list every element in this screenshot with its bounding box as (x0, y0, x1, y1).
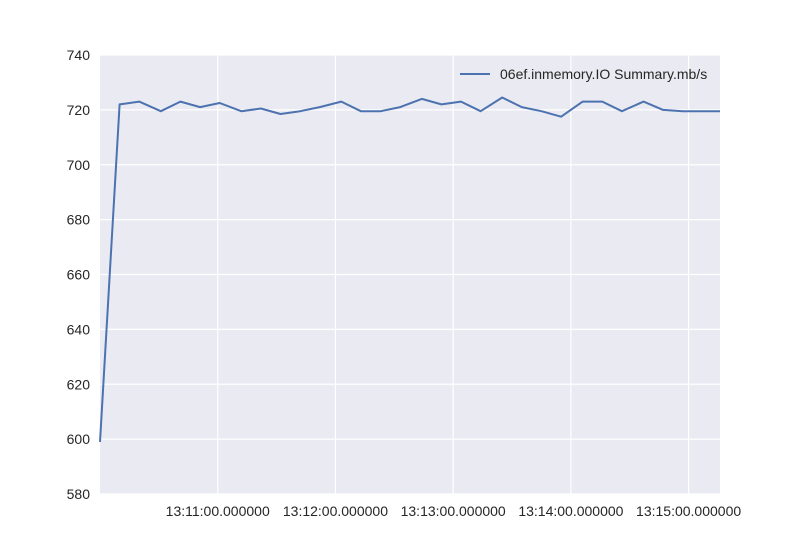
y-tick-label: 640 (67, 321, 91, 337)
y-tick-label: 700 (67, 157, 91, 173)
y-tick-label: 660 (67, 267, 91, 283)
x-tick-label: 13:13:00.000000 (401, 503, 506, 519)
legend-label: 06ef.inmemory.IO Summary.mb/s (500, 66, 707, 82)
series-layer (99, 96, 720, 442)
y-tick-label: 680 (67, 212, 91, 228)
legend: 06ef.inmemory.IO Summary.mb/s (460, 66, 707, 82)
y-axis-ticks: 580 600 620 640 660 680 700 720 740 (67, 47, 91, 502)
x-tick-label: 13:11:00.000000 (166, 503, 270, 519)
y-tick-label: 580 (67, 486, 91, 502)
y-tick-label: 620 (67, 376, 91, 392)
grid (100, 54, 720, 495)
x-axis-ticks: 13:11:00.000000 13:12:00.000000 13:13:00.0… (166, 503, 742, 519)
x-tick-label: 13:15:00.000000 (636, 503, 741, 519)
y-tick-label: 740 (67, 47, 91, 63)
x-tick-label: 13:14:00.000000 (518, 503, 623, 519)
y-tick-label: 600 (67, 431, 91, 447)
y-tick-label: 720 (67, 102, 91, 118)
series-line (99, 96, 720, 442)
x-tick-label: 13:12:00.000000 (283, 503, 388, 519)
